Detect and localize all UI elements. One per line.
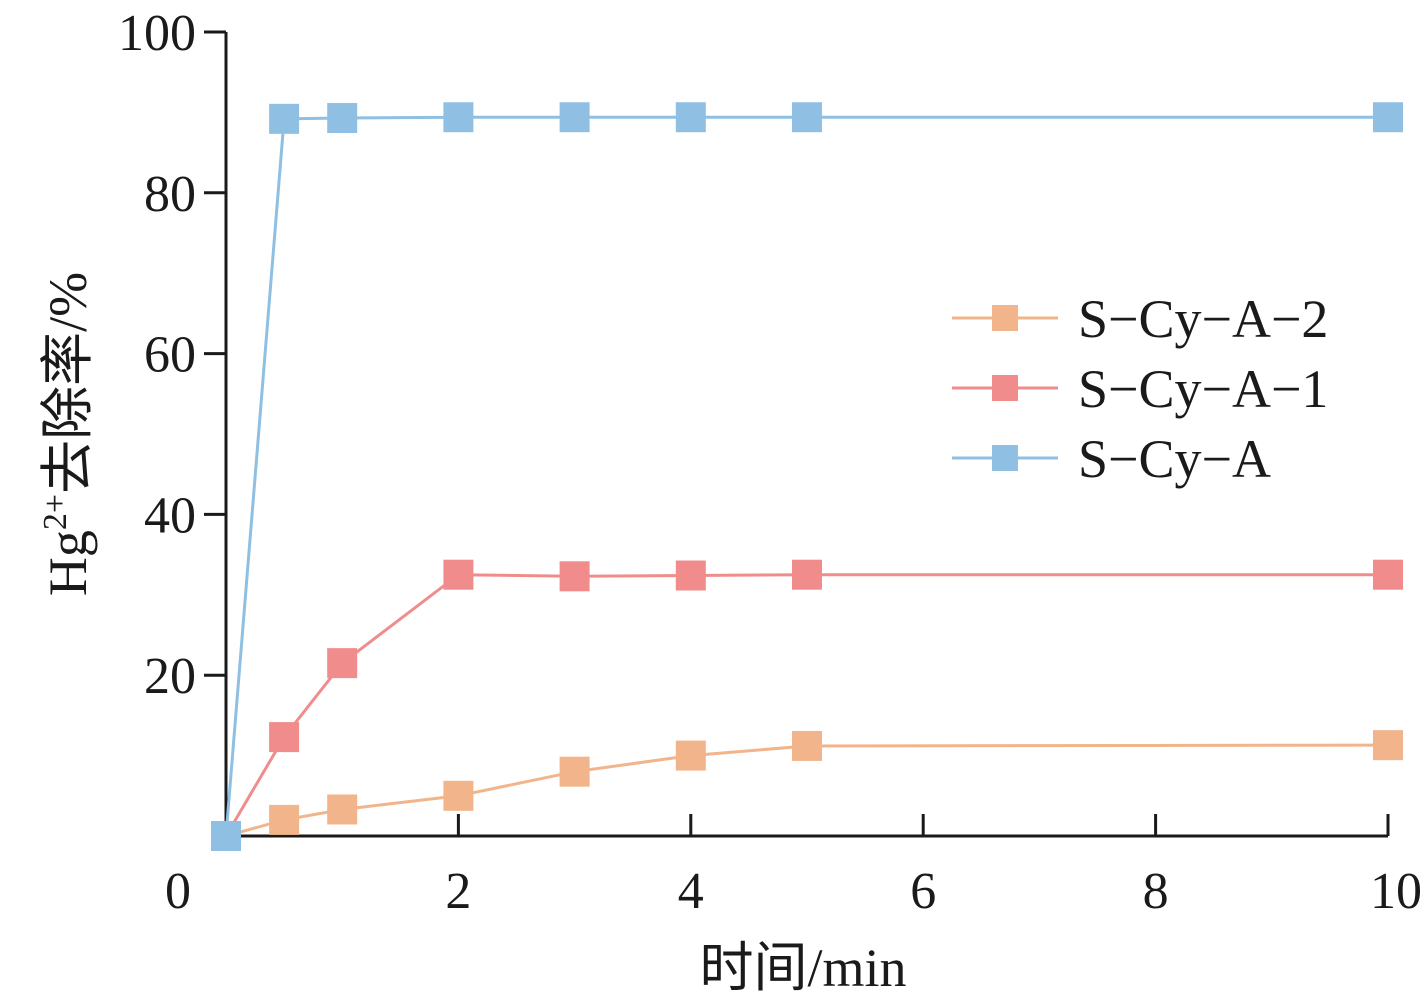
data-point-marker [327, 794, 358, 825]
data-point-marker [792, 102, 822, 133]
data-point-marker [269, 804, 300, 835]
data-point-marker [792, 730, 822, 761]
y-tick-label: 40 [144, 487, 196, 544]
data-point-marker [327, 103, 358, 134]
x-tick-label: 10 [1370, 863, 1422, 920]
x-tick-label: 0 [165, 863, 191, 920]
data-point-marker [269, 103, 300, 134]
series-line [224, 573, 1388, 837]
data-point-marker [559, 756, 590, 787]
series-layer [211, 102, 1403, 851]
data-point-marker [211, 821, 241, 851]
x-tick-label: 8 [1143, 863, 1169, 920]
y-tick-label: 100 [118, 5, 196, 62]
ticks: 0 2 4 6 8 10 20 40 60 80 100 [118, 5, 1422, 920]
legend-entry: S−Cy−A [952, 429, 1271, 489]
data-point-marker [559, 102, 590, 133]
data-point-marker [675, 102, 706, 133]
y-axis-title-rest: 去除率/% [38, 272, 98, 494]
y-tick-label: 20 [144, 648, 196, 705]
data-point-marker [1373, 102, 1403, 133]
legend-label: S−Cy−A−1 [1078, 359, 1328, 419]
series-1 [211, 730, 1403, 851]
y-axis-title-base: Hg [38, 530, 98, 596]
data-point-marker [559, 561, 590, 592]
legend-marker [992, 445, 1018, 471]
data-point-marker [443, 780, 474, 811]
y-axis-title: Hg2+去除率/% [37, 272, 98, 596]
legend-marker [992, 305, 1018, 331]
axes [224, 32, 1388, 838]
x-tick-label: 6 [910, 863, 936, 920]
legend-label: S−Cy−A [1078, 429, 1271, 489]
legend-label: S−Cy−A−2 [1078, 289, 1328, 349]
legend-entry: S−Cy−A−1 [952, 359, 1328, 419]
data-point-marker [1373, 730, 1403, 761]
x-tick-label: 2 [445, 863, 471, 920]
series-2 [211, 559, 1403, 851]
data-point-marker [327, 648, 358, 679]
legend-entry: S−Cy−A−2 [952, 289, 1328, 349]
data-point-marker [675, 560, 706, 591]
legend: S−Cy−A−2 S−Cy−A−1 S−Cy−A [952, 289, 1328, 489]
data-point-marker [675, 740, 706, 771]
x-tick-label: 4 [678, 863, 704, 920]
data-point-marker [1373, 559, 1403, 590]
y-tick-label: 80 [144, 166, 196, 223]
data-point-marker [269, 722, 300, 753]
y-tick-label: 60 [144, 327, 196, 384]
series-3 [211, 102, 1403, 851]
x-axis-title: 时间/min [699, 938, 906, 998]
y-axis-title-superscript: 2+ [37, 494, 74, 530]
legend-marker [992, 375, 1018, 401]
data-point-marker [792, 559, 822, 590]
data-point-marker [443, 559, 474, 590]
data-point-marker [443, 102, 474, 133]
